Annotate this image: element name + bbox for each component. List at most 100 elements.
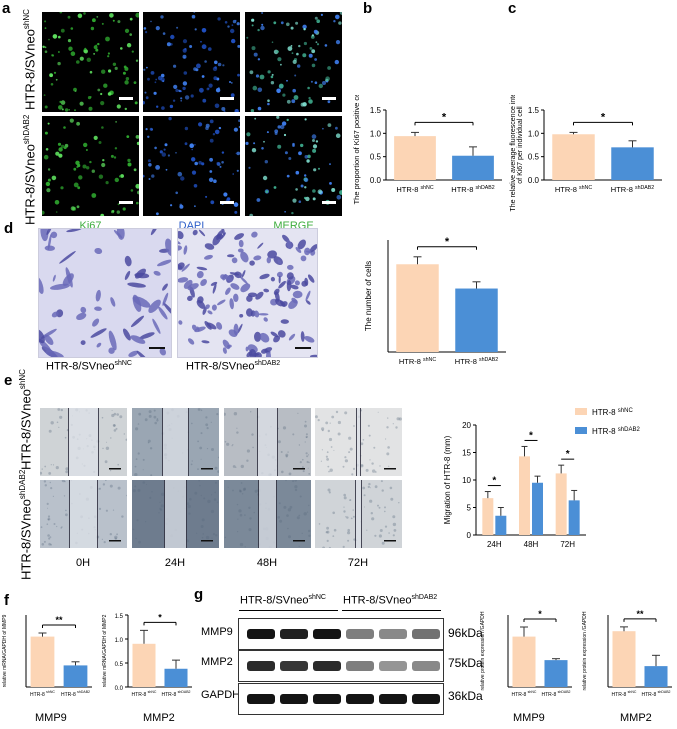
cell-dot bbox=[77, 186, 81, 190]
cell-dot bbox=[329, 182, 332, 185]
texture-dot bbox=[201, 518, 205, 522]
texture-dot bbox=[390, 497, 394, 501]
caption-g-mmp2: MMP2 bbox=[620, 712, 652, 724]
migrated-cell bbox=[257, 242, 264, 249]
migrated-cell bbox=[178, 262, 185, 270]
migrated-cell bbox=[80, 306, 87, 314]
texture-dot bbox=[318, 523, 321, 525]
fluorescence-cells bbox=[143, 12, 240, 112]
cell-dot bbox=[314, 16, 318, 20]
migrated-cell bbox=[266, 350, 271, 357]
cell-dot bbox=[274, 129, 279, 134]
texture-dot bbox=[57, 408, 61, 411]
migrated-cell bbox=[286, 239, 292, 250]
caption-sup: shNC bbox=[114, 360, 132, 367]
wound-gap bbox=[355, 480, 362, 548]
migrated-cell bbox=[239, 313, 244, 318]
texture-dot bbox=[61, 526, 63, 528]
texture-dot bbox=[48, 429, 52, 433]
texture-dot bbox=[249, 517, 252, 520]
texture-dot bbox=[327, 488, 331, 492]
cell-dot bbox=[194, 161, 198, 166]
bar bbox=[394, 136, 436, 180]
texture-dot bbox=[52, 495, 54, 497]
kda-label-gapdh: 36kDa bbox=[448, 689, 483, 703]
texture-dot bbox=[326, 458, 329, 461]
cell-dot bbox=[307, 154, 311, 159]
cell-dot bbox=[112, 19, 115, 22]
texture-dot bbox=[281, 470, 284, 474]
cell-dot bbox=[290, 45, 293, 47]
bar bbox=[30, 636, 55, 687]
cell-dot bbox=[230, 93, 235, 98]
migrated-cell bbox=[178, 230, 184, 240]
cell-dot bbox=[135, 135, 139, 139]
texture-dot bbox=[103, 541, 106, 544]
cell-dot bbox=[214, 103, 220, 109]
cell-dot bbox=[223, 192, 228, 197]
texture-dot bbox=[242, 488, 246, 491]
cell-dot bbox=[284, 151, 288, 155]
y-tick-label: 0.0 bbox=[370, 176, 382, 185]
texture-dot bbox=[317, 419, 320, 422]
cell-dot bbox=[304, 186, 307, 189]
panel-letter-g: g bbox=[194, 586, 204, 603]
cell-dot bbox=[137, 190, 139, 195]
cell-dot bbox=[148, 178, 151, 180]
texture-dot bbox=[47, 534, 50, 537]
texture-dot bbox=[343, 510, 346, 513]
cell-dot bbox=[230, 82, 233, 84]
cell-dot bbox=[60, 28, 65, 33]
cell-dot bbox=[44, 20, 47, 23]
significance-marker: * bbox=[566, 449, 570, 460]
texture-dot bbox=[352, 515, 355, 518]
texture-dot bbox=[47, 515, 51, 518]
cell-dot bbox=[70, 27, 74, 30]
scale-bar bbox=[109, 540, 121, 542]
texture-dot bbox=[388, 532, 390, 534]
wound-texture bbox=[132, 480, 219, 548]
cell-dot bbox=[147, 77, 150, 81]
texture-dot bbox=[307, 454, 310, 456]
cell-dot bbox=[261, 147, 264, 150]
group-sup: shNC bbox=[308, 594, 326, 601]
texture-dot bbox=[239, 490, 242, 493]
time-label-48h: 48H bbox=[256, 557, 278, 569]
cell-dot bbox=[267, 102, 270, 106]
migrated-cell bbox=[245, 346, 249, 352]
cell-dot bbox=[74, 90, 77, 92]
cell-dot bbox=[322, 127, 324, 130]
chart-mmp9-mrna: relative mRNA/GAPDH of MMP9 HTR-8 shNC HTR… bbox=[2, 614, 92, 698]
scale-bar bbox=[384, 540, 396, 542]
texture-dot bbox=[101, 416, 104, 419]
texture-dot bbox=[115, 427, 118, 430]
cell-dot bbox=[122, 71, 126, 75]
migrated-cell bbox=[122, 328, 131, 341]
panel-letter-a: a bbox=[2, 0, 11, 17]
texture-dot bbox=[363, 494, 366, 497]
wound-gap bbox=[258, 480, 277, 548]
texture-dot bbox=[254, 489, 258, 493]
cell-dot bbox=[217, 87, 220, 90]
cell-dot bbox=[261, 23, 264, 26]
migrated-cell bbox=[294, 280, 300, 286]
cell-dot bbox=[145, 31, 148, 34]
y-tick-label: 20 bbox=[462, 421, 471, 430]
cell-dot bbox=[238, 125, 240, 129]
cell-dot bbox=[304, 177, 309, 183]
cell-dot bbox=[126, 135, 130, 138]
cell-dot bbox=[57, 142, 62, 146]
texture-dot bbox=[239, 489, 242, 492]
texture-dot bbox=[360, 442, 364, 446]
texture-dot bbox=[282, 426, 287, 430]
cell-dot bbox=[101, 22, 104, 25]
cell-dot bbox=[124, 66, 129, 71]
texture-dot bbox=[369, 499, 373, 503]
texture-dot bbox=[114, 535, 118, 539]
cell-dot bbox=[150, 71, 155, 75]
cell-dot bbox=[302, 53, 307, 58]
cell-dot bbox=[232, 173, 234, 175]
texture-dot bbox=[330, 446, 333, 448]
cell-dot bbox=[70, 51, 76, 56]
texture-dot bbox=[241, 493, 244, 495]
